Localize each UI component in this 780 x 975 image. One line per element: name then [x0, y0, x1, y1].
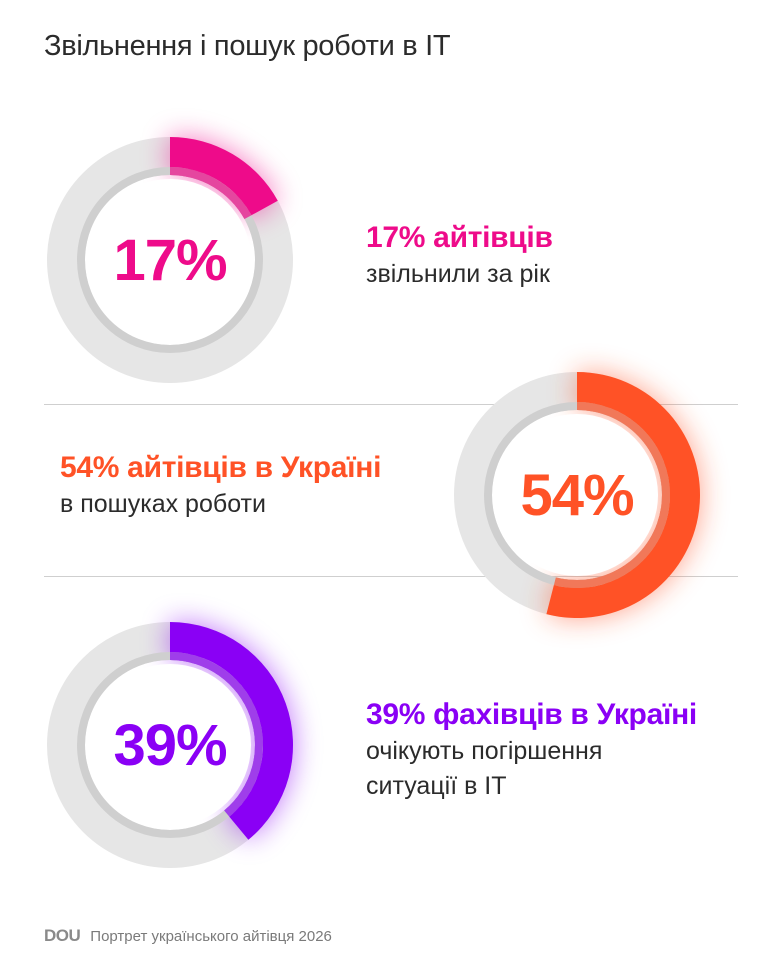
donut-hole	[89, 664, 251, 826]
donut-chart-17: 17%	[20, 110, 320, 410]
donut-inner-segment	[170, 652, 263, 817]
stat-description: очікують погіршення	[366, 737, 603, 765]
stat-description: ситуації в IT	[366, 772, 507, 800]
donut-hole	[496, 414, 658, 576]
dou-logo: DOU	[44, 926, 81, 945]
donut-hole	[89, 179, 251, 341]
donut-percent-label: 39%	[113, 712, 227, 778]
page-title: Звільнення і пошук роботи в IT	[44, 30, 451, 62]
donut-segment	[546, 372, 700, 618]
stat-description: звільнили за рік	[366, 260, 550, 288]
donut-svg-1	[454, 372, 700, 618]
donut-svg-2	[47, 622, 293, 868]
stat-headline: 17% айтівців	[366, 221, 553, 254]
donut-svg-0	[47, 137, 293, 383]
stat-block-3: 39% фахівців в Україні очікують погіршен…	[366, 696, 697, 804]
stat-block-2: 54% айтівців в Україні в пошуках роботи	[60, 449, 381, 522]
divider-bottom	[44, 576, 738, 577]
footer-caption: Портрет українського айтівця 2026	[90, 927, 332, 945]
donut-segment	[170, 622, 293, 840]
stat-headline: 39% фахівців в Україні	[366, 698, 697, 731]
stat-description: в пошуках роботи	[60, 490, 266, 518]
divider-top	[44, 404, 738, 405]
donut-chart-54: 54%	[427, 345, 727, 645]
donut-chart-39: 39%	[20, 595, 320, 895]
footer: DOU Портрет українського айтівця 2026	[44, 926, 332, 946]
donut-percent-label: 54%	[520, 462, 634, 528]
stat-headline: 54% айтівців в Україні	[60, 451, 382, 484]
stat-block-1: 17% айтівців звільнили за рік	[366, 219, 553, 292]
donut-inner-segment	[170, 167, 252, 220]
donut-segment	[170, 137, 278, 220]
donut-percent-label: 17%	[113, 227, 227, 293]
